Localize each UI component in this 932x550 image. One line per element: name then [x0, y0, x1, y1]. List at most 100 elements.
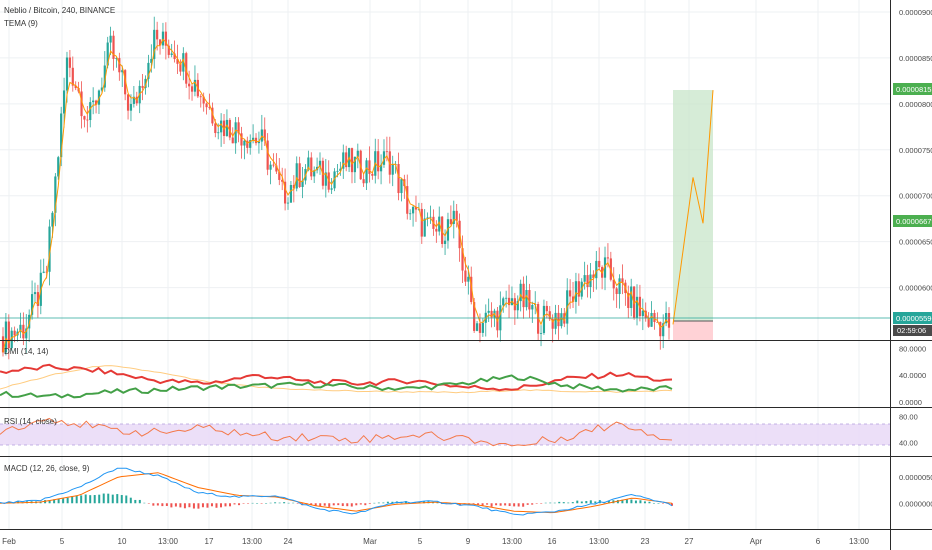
time-axis[interactable]: Feb 5 10 13:00 17 13:00 24 Mar 5 9 13:00 16 13:00 23 2… — [2, 537, 869, 546]
macd-hist-bar — [571, 502, 574, 504]
candle-down — [202, 96, 205, 104]
time-tick-label: Apr — [750, 537, 763, 546]
candle-down — [644, 310, 647, 319]
candle-down — [292, 184, 295, 189]
candle-down — [659, 321, 662, 337]
candle-up — [301, 180, 304, 188]
candle-down — [586, 275, 589, 288]
candle-down — [656, 321, 659, 323]
candle-up — [182, 53, 185, 72]
candle-up — [423, 218, 426, 237]
time-tick-label: 17 — [205, 537, 214, 546]
macd-hist-bar — [125, 495, 128, 504]
macd-hist-bar — [350, 503, 353, 507]
candle-down — [80, 91, 83, 117]
candle-down — [406, 186, 409, 214]
candle-up — [446, 219, 450, 241]
candle-down — [397, 163, 400, 194]
macd-hist-bar — [630, 499, 633, 504]
candle-up — [641, 310, 644, 317]
candle-down — [455, 210, 458, 221]
candle-down — [1, 336, 5, 353]
candle-down — [569, 290, 572, 297]
macd-hist-bar — [233, 503, 236, 505]
time-tick-label: 23 — [641, 537, 650, 546]
macd-title: MACD (12, 26, close, 9) — [4, 464, 90, 473]
macd-hist-bar — [165, 503, 168, 506]
macd-hist-bar — [80, 495, 83, 504]
candle-up — [51, 212, 54, 227]
macd-hist-bar — [486, 503, 489, 505]
macd-hist-bar — [314, 503, 317, 506]
time-tick-label: 6 — [816, 537, 821, 546]
candle-up — [574, 281, 578, 302]
macd-line — [0, 467, 673, 516]
time-tick-label: 13:00 — [158, 537, 179, 546]
macd-hist-bar — [111, 494, 114, 504]
candle-down — [377, 151, 380, 172]
candle-up — [603, 257, 607, 278]
candle-down — [118, 58, 121, 73]
candle-down — [272, 164, 275, 166]
candle-up — [583, 275, 586, 282]
candle-down — [205, 103, 208, 108]
macd-hist-bar — [143, 502, 146, 504]
macd-hist-bar — [147, 503, 150, 504]
macd-hist-bar — [116, 494, 119, 504]
candle-up — [452, 210, 455, 224]
candle-up — [10, 330, 13, 349]
candle-down — [667, 313, 671, 328]
candle-down — [545, 305, 548, 312]
candle-down — [345, 152, 348, 168]
candle-up — [161, 31, 165, 46]
candle-down — [164, 31, 167, 46]
price-tick-label: 0.00007500 — [899, 146, 932, 155]
candle-up — [89, 102, 92, 121]
candle-up — [103, 65, 106, 88]
candle-down — [71, 67, 74, 86]
macd-tick-label: 0.00000000 — [899, 499, 932, 508]
time-tick-label: 16 — [548, 537, 557, 546]
candle-up — [650, 313, 653, 327]
tema-title: TEMA (9) — [4, 19, 38, 28]
level-price-tag: 0.00006679 — [893, 215, 932, 227]
loss-zone[interactable] — [673, 321, 713, 340]
candle-down — [478, 323, 482, 333]
candle-down — [420, 208, 423, 237]
candle-up — [487, 310, 490, 313]
candle-up — [339, 168, 342, 171]
candle-up — [243, 140, 246, 146]
candle-up — [295, 163, 298, 189]
macd-hist-bar — [373, 502, 376, 504]
candle-up — [379, 164, 383, 172]
macd-hist-bar — [499, 503, 502, 506]
candle-down — [464, 270, 467, 282]
macd-hist-bar — [179, 503, 182, 508]
candle-up — [28, 314, 31, 329]
adx-line — [0, 365, 673, 394]
macd-hist-bar — [580, 501, 583, 504]
price-axis[interactable]: 0.00009000 0.00008500 0.00008000 0.00007500… — [899, 8, 932, 508]
macd-hist-bar — [229, 503, 232, 507]
macd-hist-bar — [66, 497, 69, 504]
candle-down — [513, 298, 516, 311]
projection-path[interactable] — [672, 90, 714, 325]
candle-up — [443, 240, 447, 244]
candle-up — [42, 271, 45, 273]
candle-up — [542, 305, 546, 334]
candle-up — [662, 323, 665, 337]
candle-up — [467, 276, 470, 282]
candle-up — [365, 160, 368, 184]
candle-down — [45, 271, 48, 273]
candle-down — [266, 140, 269, 170]
price-tick-label: 0.00008000 — [899, 100, 932, 109]
candle-up — [150, 58, 153, 63]
candle-down — [557, 312, 560, 327]
profit-zone[interactable] — [673, 90, 713, 321]
macd-hist-bar — [265, 503, 268, 504]
macd-hist-bar — [247, 503, 250, 504]
price-tick-label: 0.00006500 — [899, 238, 932, 247]
candle-down — [537, 304, 540, 334]
time-tick-label: 13:00 — [849, 537, 870, 546]
